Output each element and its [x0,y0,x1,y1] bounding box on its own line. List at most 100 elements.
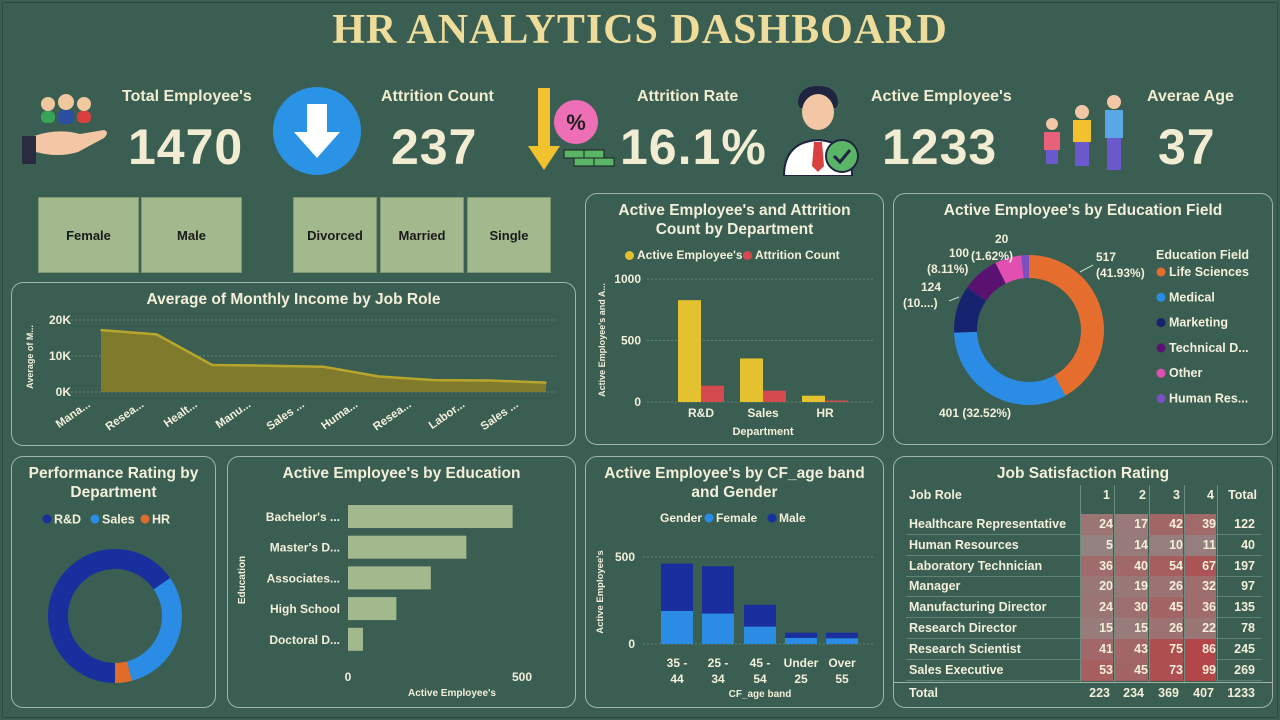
kpi-active-label: Active Employee's [871,88,1012,105]
legend-dot-icon [1156,343,1166,353]
legend-dot-icon [1156,318,1166,328]
education-bar [348,505,513,528]
dept-bar [740,358,763,402]
x-tick-label: Mana... [54,399,93,431]
table-row-label: Healthcare Representative [909,517,1067,531]
table-cell: 45 [1115,659,1148,681]
table-cell: 24 [1081,514,1113,535]
table-cell: 17 [1115,514,1148,535]
table-cell-total: 197 [1234,558,1255,573]
table-cell-total: 135 [1234,600,1255,615]
income-title: Average of Monthly Income by Job Role [146,291,441,308]
table-cell: 19 [1115,576,1148,598]
y-tick-label: 1000 [614,272,641,286]
edu-field-slice [966,262,1006,301]
family-icon [1044,95,1123,170]
table-cell: 14 [1115,534,1148,556]
table-row-label: Laboratory Technician [909,558,1043,573]
legend-dot-icon [1156,368,1166,378]
y-tick-label: 20K [49,313,71,327]
y-tick-label: Doctoral D... [269,633,340,647]
slice-label: 124 [921,280,941,294]
table-cell-total: 40 [1241,537,1255,552]
table-row-label: Manager [909,579,961,594]
legend-label: HR [152,513,170,527]
percent-down-icon: % [528,88,615,170]
slicer-single[interactable]: Single [467,197,551,273]
slice-label: 20 [995,232,1009,246]
column-separator [1217,485,1218,683]
y-axis-label: Active Employee's [595,550,606,634]
arrow-down-icon [273,87,361,175]
y-axis-label: Education [237,556,248,604]
table-cell: 40 [1115,555,1148,577]
satisfaction-table-wrap[interactable]: Job Role 1 2 3 4 Total Healthcare Representati… [894,457,1272,683]
kpi-age-value: 37 [1158,119,1216,175]
income-panel: Average of Monthly Income by Job Role [11,282,576,446]
legend-active-label: Active Employee's [637,248,743,262]
age-bar-male [744,604,776,627]
education-bar [348,566,431,590]
slicer-male[interactable]: Male [141,197,242,273]
table-cell: 75 [1150,638,1183,660]
x-tick-label: Resea... [104,399,147,434]
column-header: 3 [1173,488,1180,502]
table-cell-total: 122 [1234,517,1255,531]
table-cell: 15 [1115,618,1148,639]
y-tick-label: 10K [49,349,71,363]
legend-label: Sales [102,513,135,527]
total-cell: 223 [1089,686,1110,700]
x-tick-label: 0 [345,670,352,684]
table-cell: 86 [1185,638,1216,660]
slice-label: (41.93%) [1096,266,1145,280]
income-point [267,364,269,367]
slice-label: (8.11%) [927,262,968,276]
x-tick-label: Over [828,656,856,670]
perf-chart: R&D Sales HR [42,513,182,683]
age-bar-female [744,626,776,644]
y-tick-label: Associates... [267,571,340,585]
income-area [101,330,546,392]
slicer-divorced[interactable]: Divorced [293,197,377,273]
slicer-female[interactable]: Female [38,197,139,273]
x-tick-label: Under [784,656,819,670]
edu-field-slice [954,331,1066,405]
x-tick-label: 35 - [667,656,688,670]
table-cell: 26 [1150,618,1183,639]
age-bar-female [661,610,693,644]
age-bar-female [785,637,817,644]
kpi-total-value: 1470 [128,119,244,175]
slice-label: 100 [949,246,969,260]
edu-field-slice [1029,255,1104,396]
income-point [155,333,158,336]
perf-slice [48,549,171,683]
legend-label: R&D [54,513,81,527]
slicer-married[interactable]: Married [380,197,464,273]
age-panel: Active Employee's by CF_age band and Gen… [585,456,884,708]
table-cell: 67 [1185,555,1216,577]
edu-field-title: Active Employee's by Education Field [943,202,1223,219]
dept-legend-attrition: Attrition Count [743,248,840,262]
dept-bar [678,300,701,402]
x-tick-label: Huma... [319,399,360,433]
satisfaction-title: Job Satisfaction Rating [996,465,1170,482]
kpi-total-label: Total Employee's [122,88,252,105]
column-header: 1 [1103,488,1110,502]
perf-panel: Performance Rating by Department [11,456,216,708]
legend-label: Life Sciences [1169,265,1249,279]
kpi-attrition-count-value: 237 [391,119,478,175]
x-tick-label: Manu... [214,399,253,432]
y-axis-label: Average of M... [25,325,35,389]
column-header: Total [1228,488,1257,502]
table-cell: 54 [1150,555,1183,577]
x-tick-label: Resea... [371,399,414,434]
x-tick-label: HR [816,406,834,420]
table-cell: 42 [1150,514,1183,535]
education-bar [348,535,467,559]
column-separator [1184,485,1185,683]
y-tick-label: 0K [56,385,72,399]
table-cell-total: 269 [1234,662,1255,677]
y-axis-label: Active Employee's and A... [597,283,607,397]
